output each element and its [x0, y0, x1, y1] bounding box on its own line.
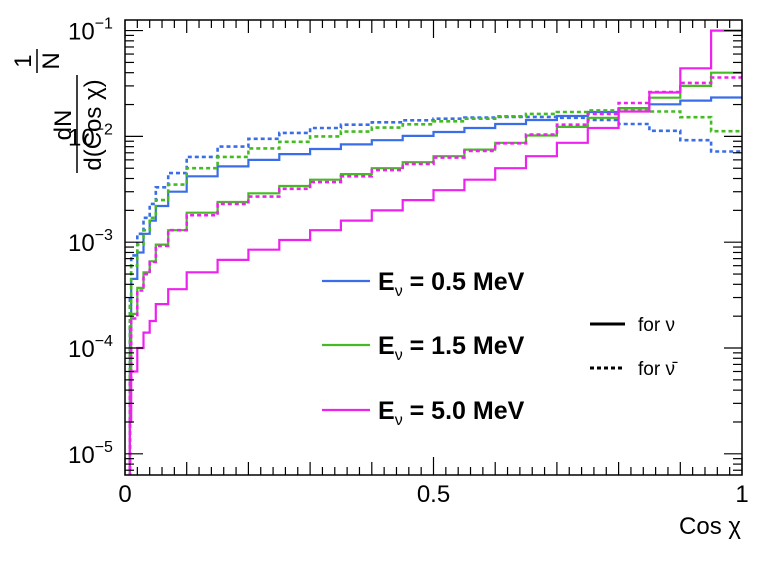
series-5.0-nu: [128, 29, 742, 475]
legend-solid-text: for ν: [638, 315, 675, 336]
legend-dashed-text: for ν̄: [638, 359, 678, 380]
legend-entry-1.5: Eν = 1.5 MeV: [322, 332, 525, 364]
svg-text:Eν = 1.5 MeV: Eν = 1.5 MeV: [378, 332, 525, 364]
legend-e-sub: ν: [395, 283, 403, 300]
x-tick-label: 0: [118, 481, 131, 508]
legend-e-prefix: E: [378, 268, 395, 296]
y-tick-labels: 10−5 10−4 10−3 10−2 10−1: [68, 16, 113, 469]
legend-e-text: = 0.5 MeV: [403, 268, 525, 296]
series-0.5-nubar: [128, 115, 742, 475]
y-tick-label: 10−3: [68, 227, 113, 257]
x-axis-title: Cos χ: [679, 513, 741, 540]
axis-ticks: [124, 20, 743, 475]
y-tick-label: 10−1: [68, 16, 113, 46]
series-1.5-nu: [128, 71, 742, 475]
legend-e-prefix: E: [378, 397, 395, 425]
legend-e-text: = 5.0 MeV: [403, 397, 525, 425]
legend-entry-0.5: Eν = 0.5 MeV: [322, 268, 525, 300]
y-tick-label: 10−4: [68, 333, 113, 363]
series-5.0-nubar: [128, 76, 742, 475]
legend-energy: Eν = 0.5 MeV Eν = 1.5 MeV Eν = 5.0 MeV: [322, 268, 525, 429]
y-title-prefix-num: 1: [10, 54, 37, 67]
legend-style: for ν for ν̄: [590, 315, 678, 380]
legend-entry-5.0: Eν = 5.0 MeV: [322, 397, 525, 429]
x-tick-labels: 0 0.5 1: [118, 481, 748, 508]
legend-e-sub: ν: [395, 347, 403, 364]
legend-e-sub: ν: [395, 412, 403, 429]
svg-text:Eν = 5.0 MeV: Eν = 5.0 MeV: [378, 397, 525, 429]
legend-e-text: = 1.5 MeV: [403, 332, 525, 360]
svg-text:Eν = 0.5 MeV: Eν = 0.5 MeV: [378, 268, 525, 300]
legend-e-prefix: E: [378, 332, 395, 360]
y-axis-title: 1 N dN d(Cos χ): [10, 49, 107, 173]
y-title-prefix-den: N: [38, 52, 65, 69]
y-title-num: dN: [50, 110, 77, 141]
series-1.5-nubar: [128, 108, 742, 475]
series-layer: [128, 29, 742, 475]
x-tick-label: 1: [735, 481, 748, 508]
y-tick-label: 10−5: [68, 439, 113, 469]
y-tick-label: 10−2: [68, 121, 113, 151]
y-title-den: d(Cos χ): [80, 79, 107, 170]
x-tick-label: 0.5: [417, 481, 450, 508]
